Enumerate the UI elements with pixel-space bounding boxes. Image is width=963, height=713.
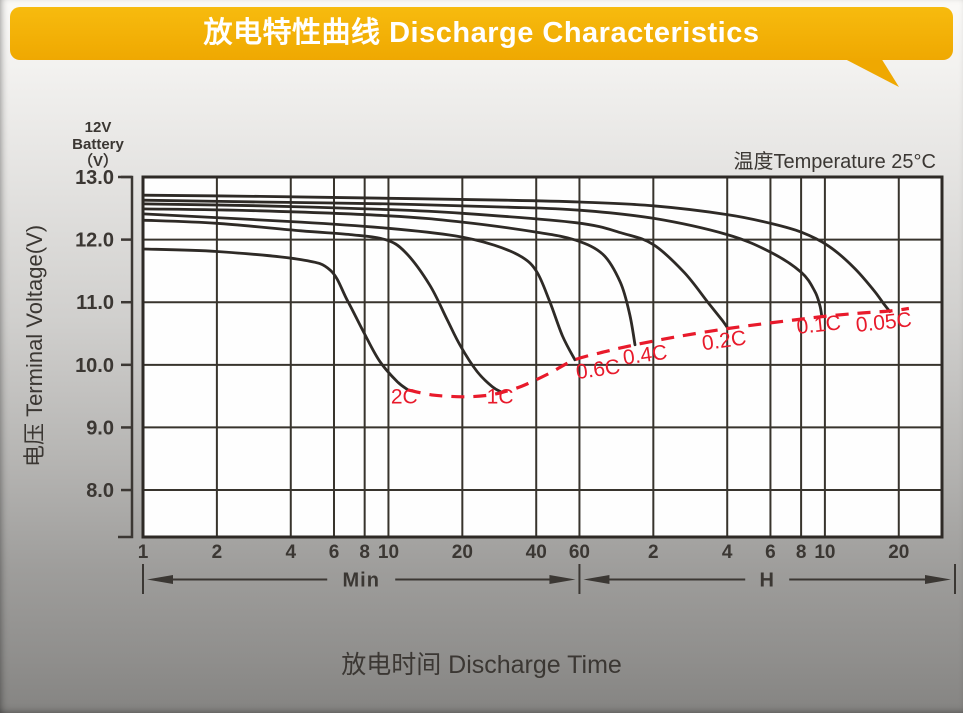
y-tick-label: 10.0 [75,355,114,377]
temperature-label: 温度Temperature 25°C [733,151,936,173]
x-tick-label: 8 [359,542,370,563]
banner-tail-pointer [843,58,899,87]
discharge-curve-0.4C [141,207,637,347]
x-tick-label: 6 [329,542,340,563]
x-tick-label: 10 [814,542,835,563]
x-axis-title: 放电时间 Discharge Time [341,651,622,679]
title-banner: 放电特性曲线 Discharge Characteristics [10,7,953,60]
x-tick-label: 20 [888,542,909,563]
arrowhead-left [147,575,173,584]
discharge-curve-0.2C [141,202,730,330]
battery-type-line1: 12V [84,119,112,136]
x-tick-label: 4 [285,542,296,563]
y-axis-bracket [118,175,134,539]
x-tick-label: 10 [378,542,399,563]
x-tick-label: 1 [138,542,149,563]
y-tick-label: 8.0 [86,480,114,502]
time-unit-label-Min: Min [343,570,380,592]
x-tick-label: 2 [648,542,659,563]
discharge-curve-0.05C [141,193,892,313]
discharge-curve-0.6C [141,212,577,362]
y-tick-label: 11.0 [76,292,114,314]
arrowhead-left [583,575,610,584]
y-tick-label: 12.0 [75,230,114,252]
x-tick-label: 8 [796,542,807,563]
arrowhead-right [549,575,576,584]
discharge-curve-0.1C [141,198,824,318]
time-unit-label-H: H [759,570,774,592]
rate-label-0.1C: 0.1C [795,311,842,339]
y-tick-label: 13.0 [75,167,114,189]
battery-type-label: 12V Battery （V） [52,119,144,170]
cutoff-voltage-line [407,306,910,399]
x-tick-label: 4 [722,542,733,563]
battery-type-line3: （V） [77,153,118,170]
x-tick-label: 6 [765,542,776,563]
x-tick-label: 60 [569,542,590,563]
x-tick-label: 20 [452,542,473,563]
plot-frame [141,175,944,539]
battery-type-line2: Battery [72,136,124,153]
plot-area [143,177,942,537]
y-tick-label: 9.0 [86,417,114,439]
rate-label-1C: 1C [487,386,514,409]
discharge-curve-2C [141,247,410,392]
x-tick-label: 2 [212,542,223,563]
discharge-curve-1C [141,218,504,394]
page-title: 放电特性曲线 Discharge Characteristics [203,17,760,49]
arrowhead-right [925,575,951,584]
rate-label-2C: 2C [391,386,418,409]
x-tick-label: 40 [526,542,547,563]
